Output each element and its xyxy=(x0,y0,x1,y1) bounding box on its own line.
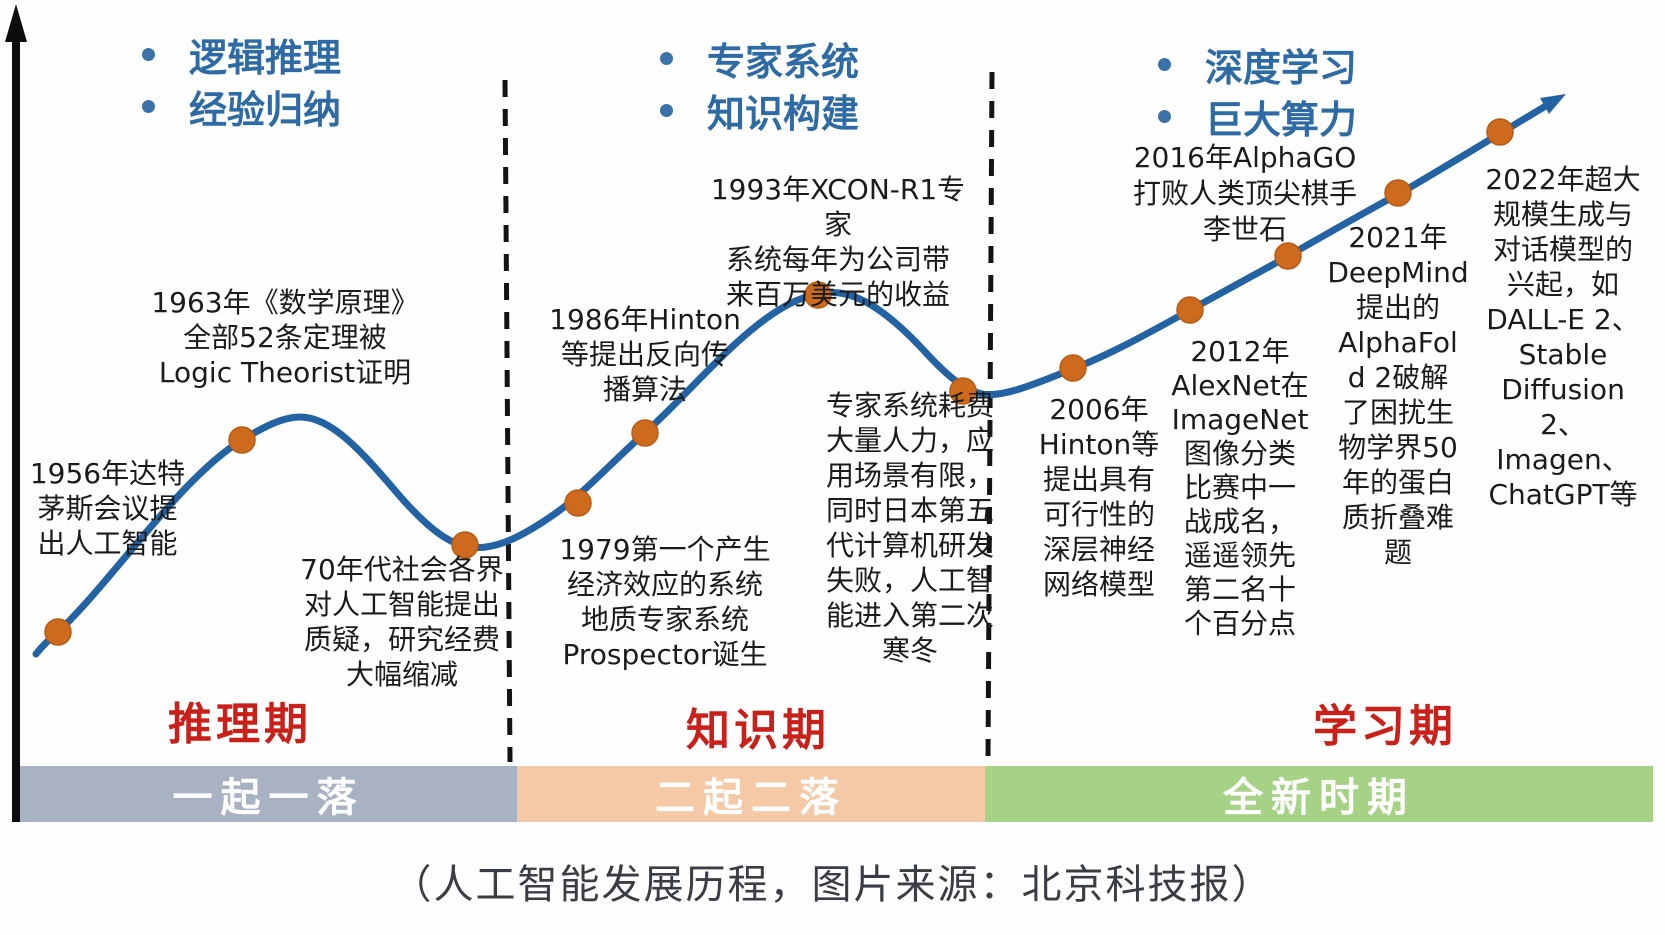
bullet-icon xyxy=(1158,109,1171,123)
milestone-1986-backprop: 1986年Hinton 等提出反向传 播算法 xyxy=(549,303,741,406)
keyword-label: 深度学习 xyxy=(1205,45,1358,90)
milestone-1993-xcon: 1993年XCON-R1专家 系统每年为公司带 来百万美元的收益 xyxy=(710,173,966,311)
keywords-learning-period: 深度学习 巨大算力 xyxy=(1158,38,1357,142)
milestone-1970s-first-winter: 70年代社会各界 对人工智能提出 质疑，研究经费 大幅缩减 xyxy=(300,553,504,691)
keyword-item: 逻辑推理 xyxy=(142,28,341,80)
keyword-label: 经验归纳 xyxy=(189,87,342,132)
keyword-label: 专家系统 xyxy=(707,39,860,84)
dot-2021 xyxy=(1384,179,1412,207)
milestone-2006-deep-nets: 2006年 Hinton等 提出具有 可行性的 深层神经 网络模型 xyxy=(1038,393,1160,601)
bullet-icon xyxy=(660,51,673,65)
dot-1956 xyxy=(44,618,72,646)
keyword-item: 专家系统 xyxy=(660,32,859,84)
keywords-reasoning-period: 逻辑推理 经验归纳 xyxy=(142,28,341,132)
period-title-knowledge: 知识期 xyxy=(686,705,830,756)
growth-curve xyxy=(32,100,1553,658)
bullet-icon xyxy=(1158,57,1171,71)
keywords-knowledge-period: 专家系统 知识构建 xyxy=(660,32,859,136)
dot-1979 xyxy=(564,489,592,517)
bullet-icon xyxy=(660,103,673,117)
milestone-second-winter: 专家系统耗费 大量人力，应 用场景有限， 同时日本第五 代计算机研发 失败，人工… xyxy=(825,389,994,667)
keyword-item: 经验归纳 xyxy=(142,80,341,132)
band-label: 二起二落 xyxy=(655,775,847,821)
dot-2012 xyxy=(1176,296,1204,324)
keyword-label: 知识构建 xyxy=(707,91,860,136)
milestone-2022-genai: 2022年超大 规模生成与 对话模型的 兴起，如 DALL-E 2、 Stabl… xyxy=(1485,163,1641,511)
milestone-1963-logic-theorist: 1963年《数学原理》 全部52条定理被 Logic Theorist证明 xyxy=(151,286,419,389)
band-new-era: 全新时期 xyxy=(985,766,1653,822)
dot-1993 xyxy=(804,281,832,309)
keyword-item: 巨大算力 xyxy=(1158,90,1357,142)
y-axis-arrow-icon xyxy=(5,4,27,42)
dot-1963 xyxy=(228,426,256,454)
band-label: 全新时期 xyxy=(1223,775,1415,821)
keyword-label: 逻辑推理 xyxy=(189,35,342,80)
period-title-reasoning: 推理期 xyxy=(168,699,312,750)
milestone-2021-alphafold: 2021年 DeepMind 提出的 AlphaFol d 2破解 了困扰生 物… xyxy=(1327,221,1469,569)
keyword-item: 深度学习 xyxy=(1158,38,1357,90)
bullet-icon xyxy=(142,47,155,61)
curve-arrow-icon xyxy=(1540,94,1566,114)
figure-caption: （人工智能发展历程，图片来源：北京科技报） xyxy=(391,862,1274,908)
milestone-2016-alphago: 2016年AlphaGO 打败人类顶尖棋手 李世石 xyxy=(1132,141,1357,246)
milestone-dots xyxy=(44,118,1514,646)
milestone-1979-prospector: 1979第一个产生 经济效应的系统 地质专家系统 Prospector诞生 xyxy=(559,533,771,671)
dot-2022 xyxy=(1486,118,1514,146)
dot-1986 xyxy=(631,419,659,447)
milestone-2012-alexnet: 2012年 AlexNet在 ImageNet 图像分类 比赛中一 战成名， 遥… xyxy=(1171,335,1309,640)
keyword-label: 巨大算力 xyxy=(1205,97,1358,142)
band-rise-fall-2: 二起二落 xyxy=(517,766,985,822)
bullet-icon xyxy=(142,99,155,113)
dot-2006 xyxy=(1059,354,1087,382)
dot-second-winter xyxy=(949,377,977,405)
period-title-learning: 学习期 xyxy=(1313,701,1457,752)
keyword-item: 知识构建 xyxy=(660,84,859,136)
milestone-1956-dartmouth: 1956年达特 茅斯会议提 出人工智能 xyxy=(29,457,186,560)
dot-1970s xyxy=(451,531,479,559)
band-rise-fall-1: 一起一落 xyxy=(20,766,517,822)
band-label: 一起一落 xyxy=(172,775,365,821)
dot-2016 xyxy=(1274,242,1302,270)
